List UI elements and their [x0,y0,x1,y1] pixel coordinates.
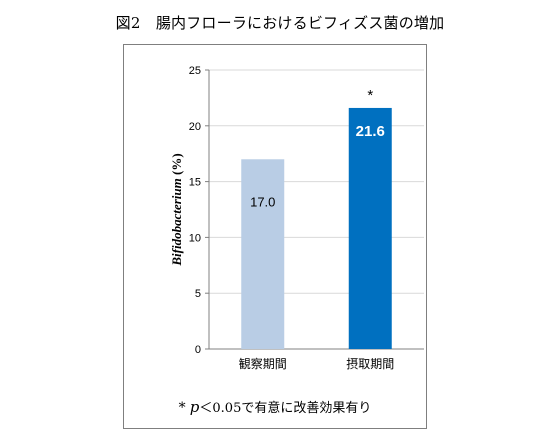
significance-footnote: * p＜0.05で有意に改善効果有り [124,397,426,416]
y-tick-label: 15 [189,177,201,189]
y-tick-label: 5 [195,288,201,300]
bar-chart: 0 5 10 15 20 25 17.0 観察期間 21.6 * 摂取期間 Bifidobacteri… [169,65,424,371]
bar-1 [241,159,285,349]
footnote-asterisk: * [178,400,186,416]
significance-asterisk: * [367,87,373,104]
y-tick-label: 20 [189,121,201,133]
y-axis-title-genus: Bifidobacterium [169,178,184,266]
chart-panel: 0 5 10 15 20 25 17.0 観察期間 21.6 * 摂取期間 Bifidobacteri… [123,44,427,429]
bar-2 [348,107,392,349]
y-axis-title: Bifidobacterium (%) [169,153,184,266]
y-tick-label: 0 [195,344,201,356]
y-tick-label: 25 [189,65,201,77]
y-axis-title-unit: (%) [169,153,184,178]
data-label: 21.6 [356,123,385,140]
x-category-label: 観察期間 [239,357,287,371]
y-tick-label: 10 [189,232,201,244]
figure-title: 図2 腸内フローラにおけるビフィズス菌の増加 [115,14,445,32]
data-label: 17.0 [250,194,275,209]
footnote-p-symbol: p [189,398,200,416]
x-category-label: 摂取期間 [346,356,394,371]
footnote-text: ＜0.05で有意に改善効果有り [199,401,372,416]
